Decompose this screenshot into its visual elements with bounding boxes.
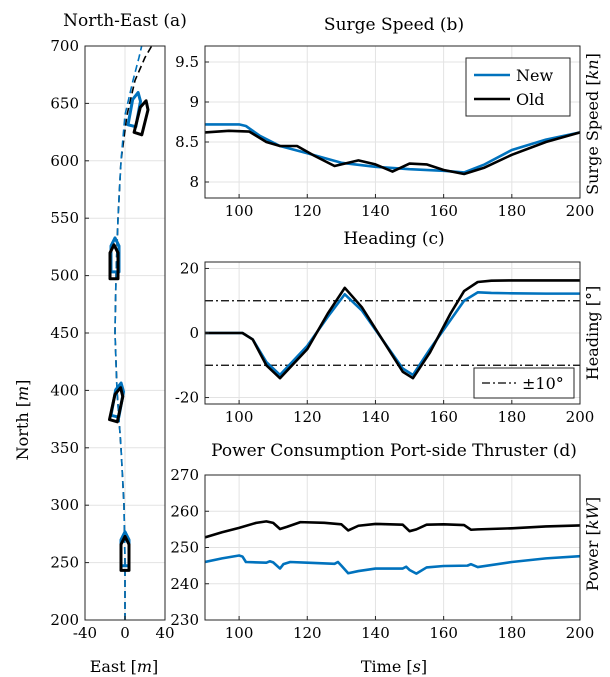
legend-box [473, 367, 575, 399]
panel-a-xlabel: East [m] [90, 657, 159, 676]
legend-label: ±10° [522, 374, 564, 393]
vessel-outline-old [108, 243, 120, 281]
panel-b-title: Surge Speed (b) [324, 15, 464, 35]
y-tick-label: 550 [50, 209, 79, 227]
panel-d-xlabel: Time [s] [361, 657, 427, 676]
vessel-outline-old [108, 386, 125, 424]
panel-d-ylabel: Power [kW] [583, 497, 602, 591]
legend-label: New [516, 66, 553, 85]
y-tick-label: 20 [180, 259, 199, 277]
series-new-line [205, 123, 580, 174]
vessel-outline-old [132, 99, 150, 137]
x-tick-label: 120 [293, 624, 322, 642]
y-tick-label: -20 [175, 389, 199, 407]
y-tick-label: 200 [50, 611, 79, 629]
y-tick-label: 260 [170, 502, 199, 520]
x-tick-label: 100 [225, 624, 254, 642]
y-tick-label: 650 [50, 94, 79, 112]
panel-surge-speed: Surge Speed (b) 100 120 140 160 180 200 8 8.5 9 9… [175, 15, 602, 220]
panel-b-ylabel: Surge Speed [kn] [583, 53, 602, 195]
y-tick-label: 9 [189, 93, 199, 111]
x-tick-label: 140 [361, 408, 390, 426]
y-tick-label: 300 [50, 496, 79, 514]
panel-a-ylabel: North [m] [13, 380, 32, 461]
y-tick-label: 600 [50, 152, 79, 170]
x-tick-label: 140 [361, 624, 390, 642]
y-tick-label: 400 [50, 381, 79, 399]
y-tick-label: 270 [170, 466, 199, 484]
y-tick-label: 0 [189, 324, 199, 342]
x-tick-label: 140 [361, 202, 390, 220]
x-tick-label: 40 [155, 624, 174, 642]
vessel-outline-old [119, 534, 131, 572]
series-old-line [205, 520, 580, 539]
panel-heading: Heading (c) 100 120 140 160 180 200 -20 0 20 Hea… [175, 229, 602, 426]
panel-c-title: Heading (c) [343, 229, 444, 249]
x-tick-label: 120 [293, 202, 322, 220]
x-tick-label: 200 [566, 202, 595, 220]
x-tick-label: 180 [497, 408, 526, 426]
series-old-line [205, 129, 580, 176]
x-tick-label: 160 [429, 624, 458, 642]
panel-d-title: Power Consumption Port-side Thruster (d) [211, 441, 577, 461]
x-tick-label: 160 [429, 202, 458, 220]
x-tick-label: 180 [497, 624, 526, 642]
x-tick-label: 100 [225, 202, 254, 220]
y-tick-label: 8.5 [175, 133, 199, 151]
panel-b-frame [204, 45, 581, 199]
y-tick-label: 8 [189, 173, 199, 191]
y-tick-label: 500 [50, 267, 79, 285]
x-tick-label: 160 [429, 408, 458, 426]
series-new-line [205, 291, 580, 377]
y-tick-label: 450 [50, 324, 79, 342]
y-tick-label: 250 [170, 539, 199, 557]
x-tick-label: -40 [73, 624, 97, 642]
x-tick-label: 180 [497, 202, 526, 220]
x-tick-label: 200 [566, 408, 595, 426]
x-tick-label: 100 [225, 408, 254, 426]
y-tick-label: 230 [170, 611, 199, 629]
y-tick-label: 240 [170, 575, 199, 593]
legend-box [465, 57, 571, 117]
panel-a-title: North-East (a) [63, 11, 187, 31]
series-path_new-line [114, 46, 143, 620]
x-tick-label: 0 [120, 624, 130, 642]
series-new-line [205, 554, 580, 575]
panel-c-ylabel: Heading [°] [583, 286, 602, 380]
panel-power: Power Consumption Port-side Thruster (d)… [170, 441, 602, 676]
y-tick-label: 250 [50, 554, 79, 572]
x-tick-label: 200 [566, 624, 595, 642]
legend-label: Old [516, 90, 544, 109]
y-tick-label: 700 [50, 37, 79, 55]
y-tick-label: 350 [50, 439, 79, 457]
series-old-line [205, 279, 580, 380]
y-tick-label: 9.5 [175, 53, 199, 71]
panel-north-east: North-East (a) -40 0 40 200 250 300 350 400 450 5… [13, 11, 187, 676]
x-tick-label: 120 [293, 408, 322, 426]
